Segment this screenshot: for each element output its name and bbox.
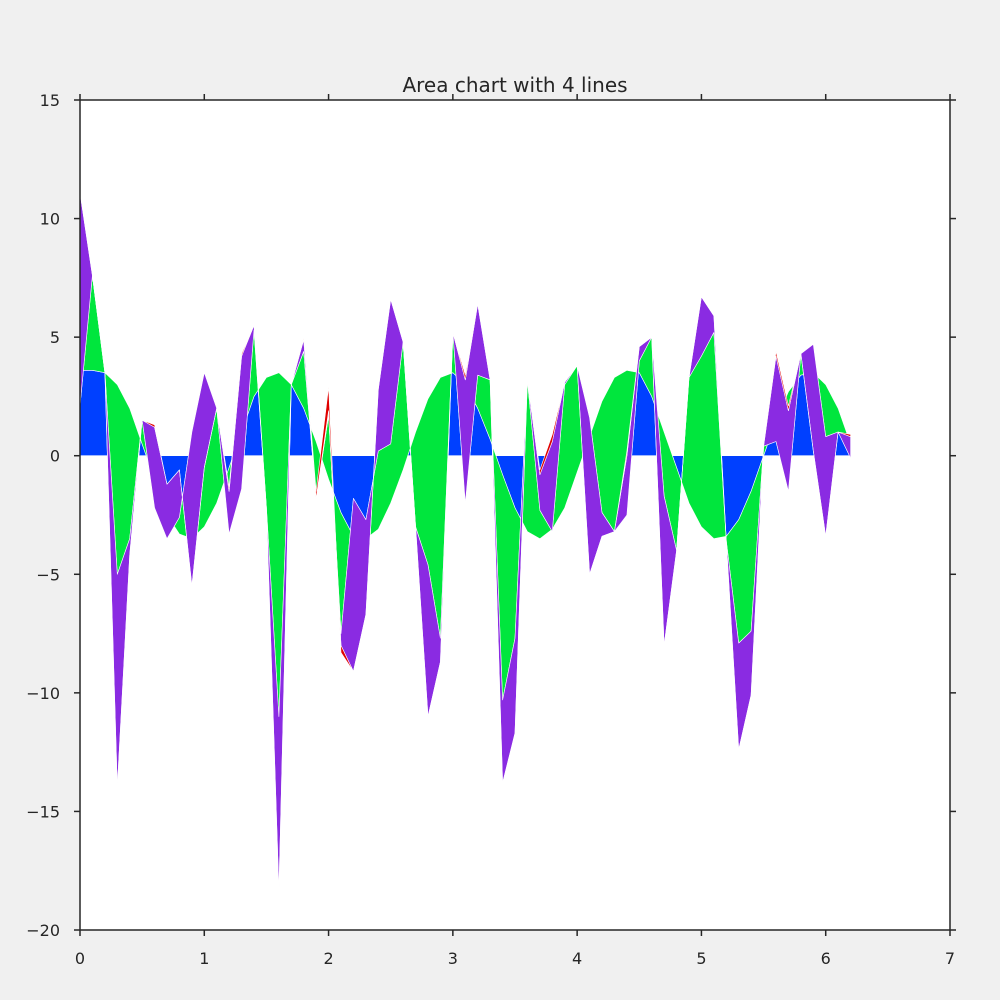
y-tick-label: 0	[50, 447, 60, 466]
y-tick-label: −10	[26, 684, 60, 703]
y-tick-label: −15	[26, 802, 60, 821]
y-tick-label: 10	[40, 210, 60, 229]
y-tick-label: 15	[40, 91, 60, 110]
chart-title: Area chart with 4 lines	[402, 73, 627, 97]
x-tick-label: 7	[945, 949, 955, 968]
x-axis: 0 1 2 3 4 5 6 7	[75, 94, 955, 968]
y-tick-label: −5	[36, 565, 60, 584]
y-axis: 15 10 5 0 −5 −10 −15 −20	[26, 91, 956, 940]
area-layers	[79, 192, 851, 893]
x-tick-label: 5	[696, 949, 706, 968]
x-tick-label: 3	[448, 949, 458, 968]
x-tick-label: 4	[572, 949, 582, 968]
plot-frame	[79, 99, 951, 931]
x-tick-label: 1	[199, 949, 209, 968]
x-tick-label: 2	[323, 949, 333, 968]
y-tick-label: −20	[26, 921, 60, 940]
y-tick-label: 5	[50, 328, 60, 347]
x-tick-label: 0	[75, 949, 85, 968]
area-series-4	[79, 192, 851, 893]
x-tick-label: 6	[821, 949, 831, 968]
